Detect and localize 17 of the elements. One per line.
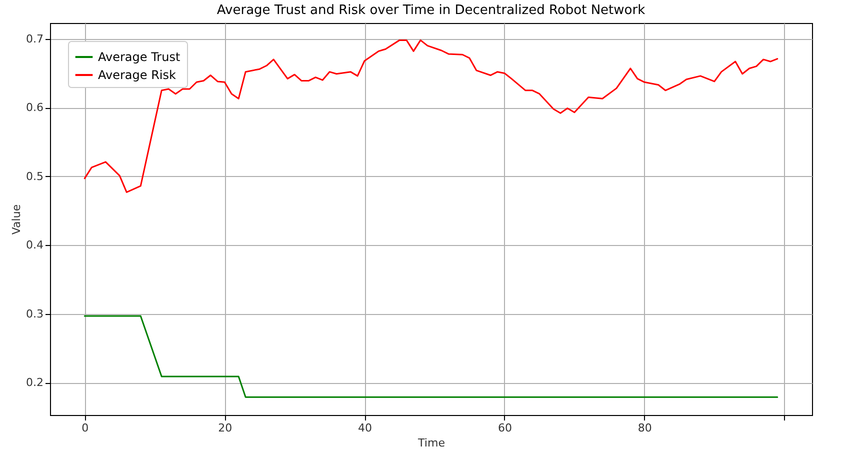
y-tick-label: 0.4 <box>26 238 44 252</box>
line-series <box>84 39 778 193</box>
x-tick-label: 20 <box>218 422 232 434</box>
x-axis-title: Time <box>417 436 446 450</box>
y-tick-label: 0.7 <box>26 32 44 46</box>
y-axis-title: Value <box>10 204 24 235</box>
legend-label: Average Trust <box>98 50 180 64</box>
chart-title: Average Trust and Risk over Time in Decentralized Robot Network <box>216 3 646 18</box>
x-tick-label: 60 <box>498 422 512 434</box>
x-tick-label: 80 <box>638 422 652 434</box>
x-tick-label: 40 <box>358 422 372 434</box>
y-tick-label: 0.5 <box>26 170 44 183</box>
y-tick-label: 0.3 <box>26 307 44 320</box>
y-tick-label: 0.6 <box>26 101 44 114</box>
x-tick-label: 0 <box>82 422 89 434</box>
legend-label: Average Risk <box>98 68 176 82</box>
y-tick-label: 0.2 <box>26 376 44 390</box>
